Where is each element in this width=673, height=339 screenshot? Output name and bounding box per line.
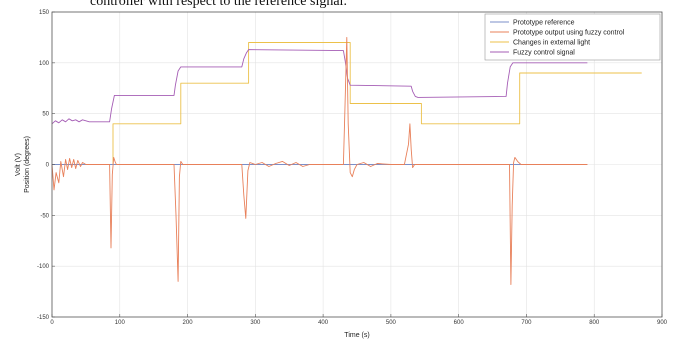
figure-caption: controller with respect to the reference…	[0, 0, 673, 12]
y-tick-label: 50	[42, 112, 49, 118]
y-tick-label: 100	[39, 61, 50, 67]
caption-text: controller with respect to the reference…	[90, 0, 347, 9]
x-tick-label: 0	[50, 320, 54, 326]
y-tick-label: -100	[37, 264, 50, 270]
x-tick-label: 700	[521, 320, 532, 326]
x-tick-label: 500	[386, 320, 397, 326]
legend-entry: Prototype reference	[513, 20, 575, 27]
y-tick-label: 150	[39, 10, 50, 16]
y-tick-label: -50	[40, 213, 49, 219]
y-axis-label-line: Volt (V)	[15, 153, 22, 176]
series-line-2	[51, 36, 588, 285]
y-tick-label: 0	[46, 163, 50, 169]
x-tick-label: 100	[115, 320, 126, 326]
legend: Prototype reference Prototype output usin…	[484, 13, 661, 61]
legend-entry: Changes in external light	[513, 40, 590, 47]
x-tick-label: 800	[589, 320, 600, 326]
x-tick-label: 600	[454, 320, 465, 326]
series-line-3	[112, 42, 642, 165]
x-axis-label: Time (s)	[344, 332, 369, 339]
series-group	[51, 36, 642, 285]
series-line-4	[51, 49, 588, 125]
legend-entry: Fuzzy control signal	[513, 50, 575, 57]
x-tick-label: 300	[250, 320, 261, 326]
x-tick-labels: 0 100 200 300 400 500 600 700 800 900	[50, 314, 668, 326]
x-tick-label: 900	[657, 320, 668, 326]
y-axis-label-line: Position (degrees)	[24, 136, 31, 193]
legend-box	[484, 13, 661, 61]
legend-entry: Prototype output using fuzzy control	[513, 30, 625, 37]
x-tick-label: 400	[318, 320, 329, 326]
x-tick-label: 200	[183, 320, 194, 326]
y-tick-label: -150	[37, 315, 50, 321]
y-axis-label: Volt (V) Position (degrees)	[15, 136, 31, 193]
y-tick-labels: -150 -100 -50 0 50 100 150	[37, 10, 55, 321]
